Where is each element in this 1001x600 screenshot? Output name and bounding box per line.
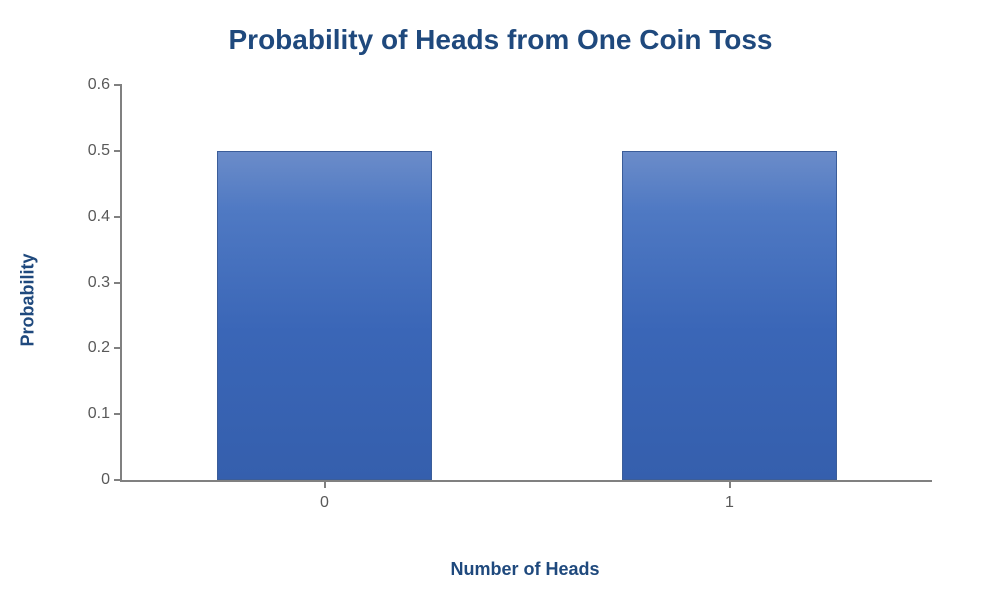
bar	[622, 151, 837, 480]
y-tick-label: 0.2	[88, 339, 110, 357]
y-tick-mark	[114, 347, 122, 349]
y-tick-label: 0.4	[88, 208, 110, 226]
y-tick-mark	[114, 479, 122, 481]
chart-title: Probability of Heads from One Coin Toss	[0, 24, 1001, 56]
x-axis-label: Number of Heads	[120, 559, 930, 580]
y-tick-label: 0.3	[88, 274, 110, 292]
y-tick-mark	[114, 282, 122, 284]
y-axis-label: Probability	[18, 253, 39, 346]
chart-container: Probability of Heads from One Coin Toss …	[0, 0, 1001, 600]
x-tick-mark	[324, 480, 326, 488]
y-tick-label: 0.1	[88, 405, 110, 423]
y-tick-label: 0.6	[88, 76, 110, 94]
x-tick-mark	[729, 480, 731, 488]
y-tick-label: 0.5	[88, 142, 110, 160]
plot-area: 00.10.20.30.40.50.601	[120, 85, 932, 482]
bar	[217, 151, 432, 480]
y-tick-mark	[114, 84, 122, 86]
y-tick-mark	[114, 413, 122, 415]
y-tick-label: 0	[101, 471, 110, 489]
x-tick-label: 0	[320, 494, 329, 512]
y-tick-mark	[114, 150, 122, 152]
y-tick-mark	[114, 216, 122, 218]
x-tick-label: 1	[725, 494, 734, 512]
